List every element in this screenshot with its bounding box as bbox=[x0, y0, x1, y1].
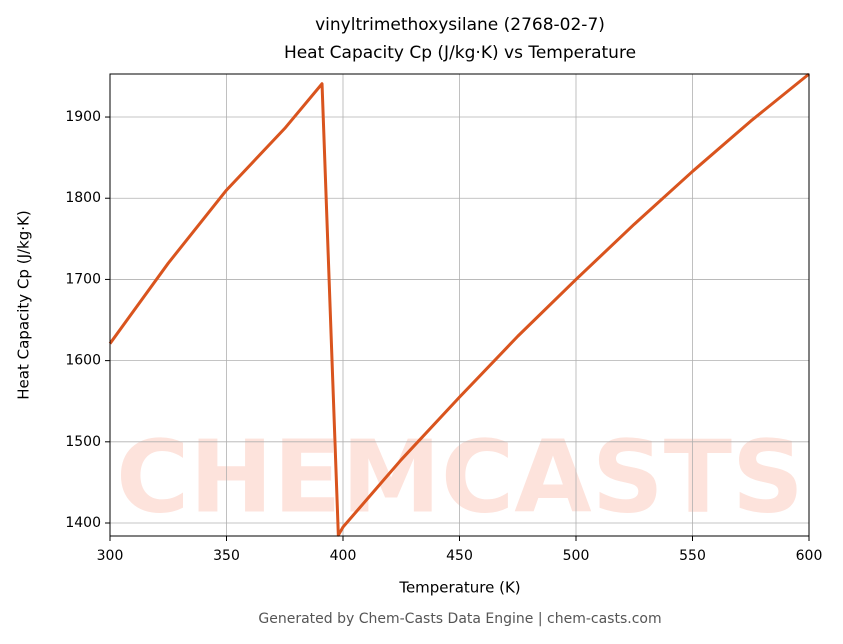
y-tick-label: 1600 bbox=[65, 353, 101, 369]
chart-title: vinyltrimethoxysilane (2768-02-7) bbox=[315, 15, 605, 35]
x-tick-label: 400 bbox=[330, 548, 357, 564]
x-axis-label: Temperature (K) bbox=[398, 579, 520, 597]
x-tick-label: 300 bbox=[97, 548, 124, 564]
x-tick-label: 450 bbox=[446, 548, 473, 564]
y-tick-label: 1800 bbox=[65, 190, 101, 206]
y-tick-label: 1500 bbox=[65, 434, 101, 450]
x-tick-label: 550 bbox=[679, 548, 706, 564]
y-axis-label: Heat Capacity Cp (J/kg·K) bbox=[15, 210, 33, 399]
x-tick-label: 500 bbox=[563, 548, 590, 564]
data-line bbox=[108, 72, 810, 537]
footer: Generated by Chem-Casts Data Engine | ch… bbox=[258, 611, 661, 627]
y-tick-label: 1900 bbox=[65, 109, 101, 125]
x-tick-label: 350 bbox=[213, 548, 240, 564]
y-tick-label: 1400 bbox=[65, 515, 101, 531]
chart-subtitle: Heat Capacity Cp (J/kg·K) vs Temperature bbox=[284, 43, 636, 63]
watermark: CHEMCASTS bbox=[116, 418, 804, 535]
x-tick-label: 600 bbox=[796, 548, 823, 564]
y-tick-label: 1700 bbox=[65, 271, 101, 287]
plot-frame bbox=[109, 73, 810, 537]
